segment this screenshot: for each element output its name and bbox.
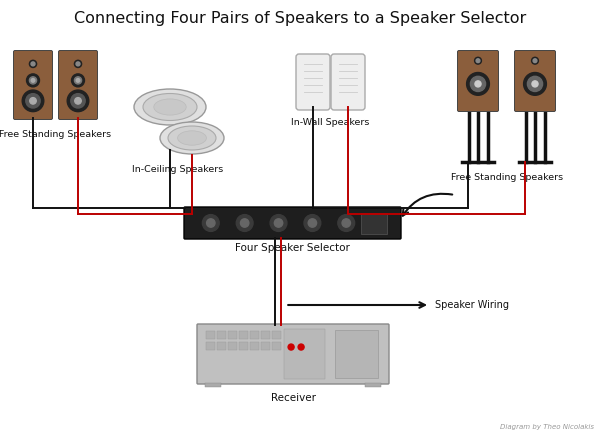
Circle shape (26, 74, 40, 87)
Circle shape (475, 57, 481, 64)
Bar (261, 331, 270, 339)
Circle shape (274, 219, 283, 227)
Text: Speaker Wiring: Speaker Wiring (435, 300, 509, 310)
Circle shape (270, 215, 287, 231)
Text: In-Ceiling Speakers: In-Ceiling Speakers (133, 165, 224, 174)
Bar (361, 212, 387, 233)
Circle shape (22, 90, 44, 112)
Circle shape (71, 94, 85, 108)
Text: Free Standing Speakers: Free Standing Speakers (451, 173, 563, 182)
Circle shape (206, 219, 215, 227)
Circle shape (308, 219, 317, 227)
Circle shape (467, 73, 490, 95)
Circle shape (476, 59, 480, 63)
Circle shape (26, 94, 40, 108)
Bar (250, 331, 259, 339)
Circle shape (241, 219, 249, 227)
Bar (239, 331, 248, 339)
FancyBboxPatch shape (197, 324, 389, 384)
Text: Receiver: Receiver (271, 393, 316, 403)
Circle shape (202, 215, 219, 231)
Circle shape (29, 60, 37, 67)
Bar (228, 331, 237, 339)
Circle shape (74, 77, 82, 84)
Circle shape (76, 78, 80, 82)
Bar (365, 383, 381, 387)
Ellipse shape (160, 122, 224, 154)
FancyBboxPatch shape (184, 207, 401, 239)
Circle shape (524, 73, 547, 95)
Circle shape (67, 90, 89, 112)
Circle shape (304, 215, 321, 231)
Bar (206, 331, 215, 339)
Bar (335, 330, 379, 378)
Circle shape (533, 59, 537, 63)
Circle shape (74, 60, 82, 67)
Text: Connecting Four Pairs of Speakers to a Speaker Selector: Connecting Four Pairs of Speakers to a S… (74, 11, 526, 25)
Circle shape (470, 76, 485, 92)
Bar (217, 331, 226, 339)
Circle shape (532, 81, 538, 87)
Text: In-Wall Speakers: In-Wall Speakers (291, 118, 369, 127)
Circle shape (338, 215, 355, 231)
Circle shape (76, 62, 80, 66)
Circle shape (29, 77, 37, 84)
FancyBboxPatch shape (458, 50, 499, 112)
FancyBboxPatch shape (14, 50, 53, 120)
Ellipse shape (168, 126, 216, 150)
Circle shape (527, 76, 542, 92)
Circle shape (30, 98, 36, 104)
Circle shape (71, 74, 85, 87)
Bar (261, 342, 270, 350)
Text: Four Speaker Selector: Four Speaker Selector (235, 243, 350, 253)
Ellipse shape (143, 93, 197, 120)
Ellipse shape (178, 131, 206, 145)
Circle shape (288, 344, 294, 350)
Bar (239, 342, 248, 350)
Circle shape (475, 81, 481, 87)
Bar (284, 329, 325, 379)
Circle shape (532, 57, 538, 64)
Circle shape (342, 219, 350, 227)
Bar (205, 383, 221, 387)
Text: Diagram by Theo Nicolakis: Diagram by Theo Nicolakis (500, 424, 594, 430)
Bar (272, 331, 281, 339)
Ellipse shape (134, 89, 206, 125)
Text: Free Standing Speakers: Free Standing Speakers (0, 130, 111, 139)
Circle shape (31, 62, 35, 66)
Circle shape (75, 98, 81, 104)
FancyBboxPatch shape (515, 50, 556, 112)
Bar (206, 342, 215, 350)
Bar (228, 342, 237, 350)
Circle shape (31, 78, 35, 82)
Ellipse shape (154, 99, 186, 115)
Bar (250, 342, 259, 350)
Circle shape (298, 344, 304, 350)
Bar (272, 342, 281, 350)
FancyBboxPatch shape (296, 54, 330, 110)
Bar (217, 342, 226, 350)
Circle shape (236, 215, 253, 231)
FancyBboxPatch shape (59, 50, 97, 120)
FancyBboxPatch shape (331, 54, 365, 110)
